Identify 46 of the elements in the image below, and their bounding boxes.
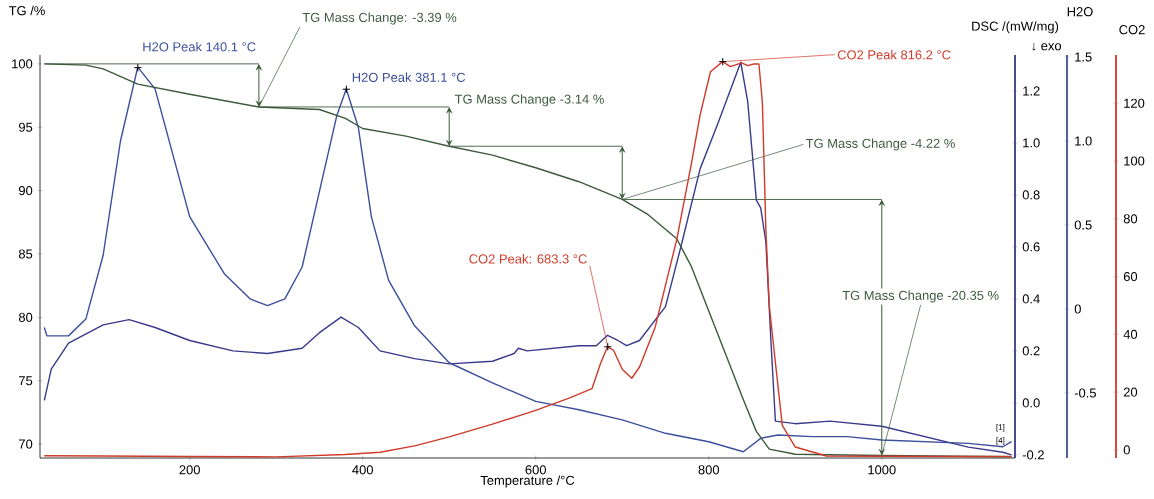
y2-tick-label: -0.2 [1022,450,1044,460]
y2-tick-label: 1.2 [1023,86,1040,96]
y-tick-label: 95 [18,122,33,132]
y-tick-label: 0 [1123,445,1130,455]
annotation: TG Mass Change -20.35 % [842,290,999,303]
y-tick-label: 85 [18,249,33,259]
y-tick-label: 100 [12,59,33,69]
x-tick-label: 1000 [868,465,896,475]
y3-axis-title: H2O [1067,7,1093,17]
text: ↓ exo [1032,42,1062,51]
x-axis-title: Temperature /°C [480,475,575,488]
y3-tick-label: 0 [1074,304,1081,314]
annotation: CO2 Peak 816.2 °C [837,49,951,60]
y-tick-label: 60 [1123,272,1138,282]
y3-tick-label: 1.0 [1075,136,1092,146]
x-tick-label: 600 [525,465,547,475]
y3-tick-label: 1.5 [1075,52,1092,62]
y2-axis-title: DSC /(mW/mg) [972,21,1059,34]
y2-tick-label: 0.2 [1022,346,1040,356]
x-tick-label: 400 [352,465,373,475]
y-tick-label: 120 [1124,98,1145,108]
y2-tick-label: 0.0 [1022,398,1040,408]
y-tick-label: 20 [1123,387,1138,397]
y2-tick-label: 0.4 [1022,294,1040,304]
y-tick-label: 80 [18,312,33,322]
x-tick-label: 200 [179,465,200,475]
y3-tick-label: 0.5 [1074,220,1092,230]
y2-tick-label: 0.6 [1022,242,1040,252]
y-axis-title: CO2 [1119,25,1145,35]
annotation: H2O Peak 140.1 °C [143,41,256,52]
y3-tick-label: -0.5 [1074,388,1096,398]
annotation: TG Mass Change -3.14 % [454,94,604,107]
y2-tick-label: 0.8 [1022,190,1040,200]
y-tick-label: 70 [19,439,33,449]
y-axis-title: TG /% [8,5,45,16]
annotation: CO2 Peak: 683.3 °C [469,254,587,264]
y-tick-label: 40 [1123,329,1138,339]
y-tick-label: 75 [19,376,33,386]
y-tick-label: 80 [1123,214,1138,224]
annotation: TG Mass Change: -3.39 % [302,12,457,25]
y-tick-label: 100 [1124,156,1145,166]
annotation: H2O Peak 381.1 °C [352,72,466,82]
y-tick-label: 90 [18,186,33,196]
annotation: TG Mass Change -4.22 % [805,138,955,151]
x-tick-label: 800 [698,465,720,475]
y2-tick-label: 1.0 [1023,138,1040,148]
